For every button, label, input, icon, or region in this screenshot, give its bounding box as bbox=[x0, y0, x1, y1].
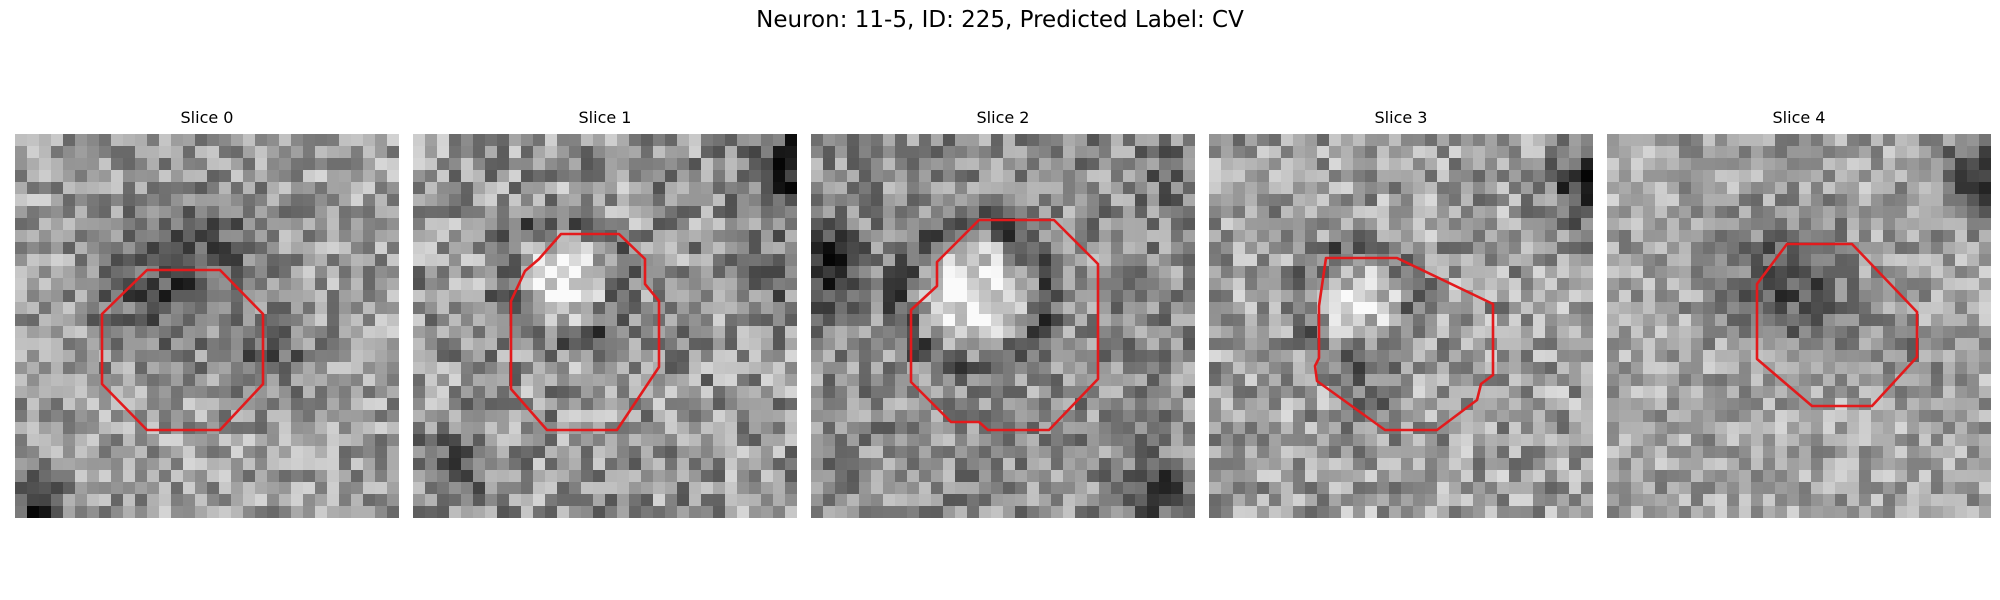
slice-title-3: Slice 3 bbox=[1374, 108, 1428, 127]
slice-panel-4: Slice 4 bbox=[1607, 108, 1991, 518]
slice-image-4 bbox=[1607, 134, 1991, 518]
roi-outline-4 bbox=[1755, 242, 1919, 408]
slice-image-1 bbox=[413, 134, 797, 518]
roi-outline-0 bbox=[100, 268, 265, 432]
slice-title-4: Slice 4 bbox=[1772, 108, 1826, 127]
figure-title: Neuron: 11-5, ID: 225, Predicted Label: … bbox=[756, 7, 1244, 33]
slice-title-1: Slice 1 bbox=[578, 108, 632, 127]
slice-panel-2: Slice 2 bbox=[811, 108, 1195, 518]
slice-image-3 bbox=[1209, 134, 1593, 518]
roi-outline-3 bbox=[1313, 256, 1495, 432]
roi-polygon-2 bbox=[909, 218, 1100, 432]
slice-panel-0: Slice 0 bbox=[15, 108, 399, 518]
slice-image-0 bbox=[15, 134, 399, 518]
roi-polygon-0 bbox=[100, 268, 265, 432]
slice-title-2: Slice 2 bbox=[976, 108, 1030, 127]
slice-image-2 bbox=[811, 134, 1195, 518]
slice-title-0: Slice 0 bbox=[180, 108, 234, 127]
roi-outline-1 bbox=[509, 232, 661, 432]
roi-outline-2 bbox=[909, 218, 1100, 432]
slice-panel-3: Slice 3 bbox=[1209, 108, 1593, 518]
roi-polygon-3 bbox=[1313, 256, 1495, 432]
slice-panel-1: Slice 1 bbox=[413, 108, 797, 518]
roi-polygon-4 bbox=[1755, 242, 1919, 408]
roi-polygon-1 bbox=[509, 232, 661, 432]
